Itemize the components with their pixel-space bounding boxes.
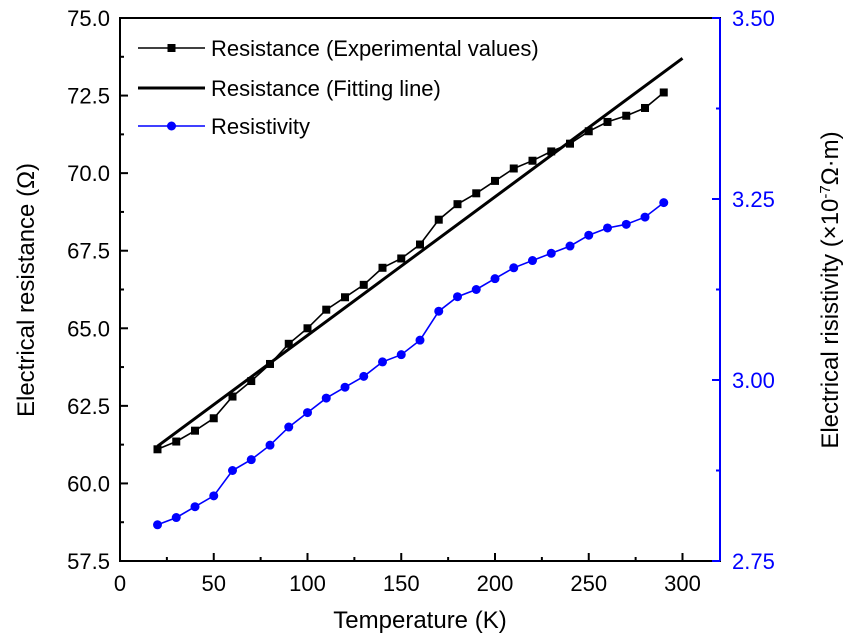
resistance-point [378, 263, 387, 272]
resistance-point [472, 189, 481, 198]
resistance-experimental-values-line [157, 91, 665, 451]
resistance-point [491, 176, 499, 185]
resistance-point [622, 111, 631, 120]
y-left-tick-label: 70.0 [67, 161, 110, 186]
resistance-point [153, 445, 162, 454]
resistivity-point [434, 306, 444, 316]
resistivity-point [453, 292, 462, 302]
y-left-tick-label: 67.5 [67, 239, 110, 264]
resistivity-point [396, 350, 406, 360]
resistance-point [247, 377, 256, 386]
x-tick-label: 50 [202, 571, 226, 596]
resistivity-point [171, 513, 181, 523]
resistance-point [191, 426, 199, 435]
y-axis-right-title-prefix: Electrical risistivity (×10 [817, 199, 844, 449]
resistance-point [584, 127, 593, 136]
resistance-fitting-line-line [156, 57, 684, 448]
resistance-point [641, 103, 649, 112]
resistance-point [322, 305, 331, 314]
resistance-point [528, 156, 537, 165]
resistivity-point [321, 393, 331, 403]
y-left-tick-label: 60.0 [67, 471, 110, 496]
resistivity-point [228, 466, 237, 475]
resistance-point [284, 339, 293, 348]
resistance-point [228, 392, 237, 401]
x-tick-label: 300 [664, 571, 701, 596]
y-right-tick-label: 3.50 [732, 6, 775, 31]
legend-swatch-marker [167, 44, 176, 52]
resistivity-line [157, 201, 665, 526]
resistivity-point [284, 422, 294, 432]
x-tick-label: 150 [383, 571, 420, 596]
axis-ticks: 0 50 100 150 200 250 300 57.5 60.0 62.5 65.0 67.5 70… [67, 6, 775, 596]
resistance-point [603, 117, 612, 126]
y-left-tick-label: 62.5 [67, 394, 110, 419]
resistivity-point [340, 382, 350, 392]
y-right-tick-label: 2.75 [732, 549, 775, 574]
resistance-point [172, 437, 181, 446]
resistivity-point [640, 212, 650, 222]
resistance-point [453, 200, 462, 209]
y-left-tick-label: 72.5 [67, 84, 110, 109]
resistivity-point [509, 263, 519, 273]
plot-marks [153, 57, 684, 530]
resistivity-point [490, 274, 500, 284]
x-axis-title: Temperature (K) [333, 607, 506, 634]
y-left-tick-label: 57.5 [67, 549, 110, 574]
resistivity-point [246, 455, 256, 465]
resistance-point [416, 240, 424, 249]
resistivity-point [565, 241, 575, 251]
y-left-tick-label: 75.0 [67, 6, 110, 31]
resistivity-point [359, 371, 369, 381]
resistivity-point [265, 440, 275, 450]
resistivity-point [303, 408, 312, 418]
x-tick-label: 200 [477, 571, 514, 596]
y-axis-left-title: Electrical resistance (Ω) [13, 163, 40, 417]
resistivity-point [584, 230, 594, 240]
resistivity-point [378, 357, 387, 367]
resistivity-point [415, 335, 425, 345]
y-right-tick-label: 3.00 [732, 368, 775, 393]
resistance-point [359, 280, 368, 289]
resistivity-point [153, 520, 162, 530]
x-tick-label: 100 [289, 571, 326, 596]
legend-swatch-marker [167, 121, 176, 131]
resistivity-point [659, 198, 669, 208]
legend-label: Resistance (Experimental values) [211, 36, 539, 61]
resistivity-point [621, 219, 631, 229]
resistance-point [566, 139, 574, 148]
resistance-point [509, 164, 518, 173]
y-right-tick-label: 3.25 [732, 187, 775, 212]
resistance-point [397, 254, 406, 263]
legend-label: Resistance (Fitting line) [211, 76, 441, 101]
legend: Resistance (Experimental values) Resistan… [138, 36, 539, 139]
x-tick-label: 0 [114, 571, 126, 596]
resistivity-point [190, 502, 200, 512]
resistivity-point [546, 248, 556, 258]
resistivity-point [603, 223, 612, 233]
resistance-point [659, 88, 668, 97]
x-tick-label: 250 [570, 571, 607, 596]
y-left-tick-label: 65.0 [67, 316, 110, 341]
y-axis-right-title-suffix: Ω·m) [817, 131, 844, 185]
resistivity-point [471, 285, 481, 294]
resistivity-point [528, 256, 537, 266]
legend-label: Resistivity [211, 114, 310, 139]
resistance-point [303, 324, 312, 333]
resistivity-point [209, 491, 219, 501]
resistance-point [434, 215, 443, 224]
y-axis-right-title-exponent: -7 [817, 185, 834, 198]
y-axis-right-title: Electrical risistivity (×10-7Ω·m) [817, 131, 845, 448]
resistance-point [341, 293, 349, 302]
resistance-point [547, 147, 556, 156]
resistance-point [209, 414, 218, 423]
